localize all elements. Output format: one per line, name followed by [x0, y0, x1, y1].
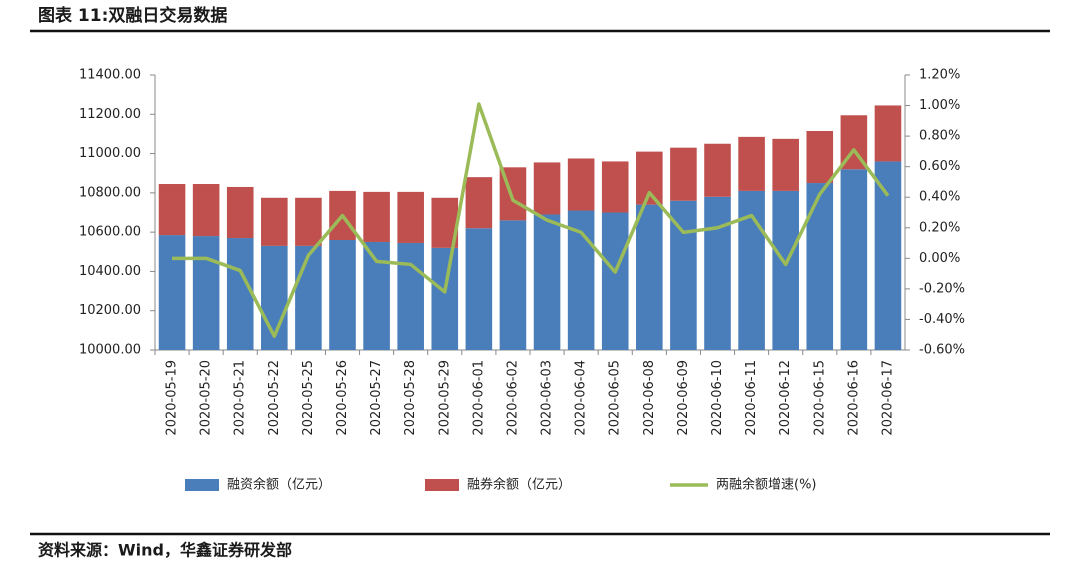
x-tick-label: 2020-06-09: [676, 360, 691, 436]
bar-segment: [670, 200, 697, 350]
y2-tick-label: 0.20%: [919, 220, 960, 235]
bar-segment: [431, 247, 459, 350]
x-tick-label: 2020-06-11: [744, 360, 759, 436]
x-tick-label: 2020-05-19: [165, 360, 180, 436]
bar-segment: [670, 147, 697, 201]
bar-segment: [874, 161, 902, 350]
y2-tick-label: 0.80%: [919, 129, 960, 144]
y-tick-label: 11000.00: [79, 146, 141, 161]
x-tick-label: 2020-06-04: [574, 360, 589, 436]
legend-swatch: [425, 479, 459, 491]
x-tick-label: 2020-06-15: [812, 360, 827, 436]
legend-label: 两融余额增速(%): [716, 477, 817, 493]
bar-segment: [704, 196, 731, 350]
x-tick-label: 2020-05-28: [403, 360, 418, 436]
y2-tick-label: 1.20%: [919, 68, 960, 83]
bar-segment: [533, 214, 561, 350]
bar-segment: [295, 197, 322, 246]
bar-segment: [601, 161, 629, 213]
y2-tick-label: -0.40%: [919, 312, 965, 327]
y2-tick-label: 0.00%: [919, 251, 960, 266]
bar-segment: [329, 240, 356, 350]
y-tick-label: 11200.00: [79, 107, 141, 122]
y2-tick-label: 0.40%: [919, 190, 960, 205]
bar-segment: [806, 183, 834, 350]
bar-segment: [363, 191, 390, 242]
x-tick-label: 2020-06-05: [608, 360, 623, 436]
bar-segment: [840, 169, 868, 350]
x-tick-label: 2020-05-27: [369, 360, 384, 436]
y-tick-label: 10400.00: [79, 264, 141, 279]
bar-segment: [226, 238, 254, 350]
x-tick-label: 2020-05-20: [199, 360, 214, 436]
bar-segment: [397, 191, 424, 243]
bar-segment: [158, 235, 186, 350]
x-tick-label: 2020-06-03: [540, 360, 555, 436]
chart-title: 图表 11:双融日交易数据: [38, 5, 227, 26]
bar-segment: [636, 204, 663, 350]
source: 资料来源：Wind，华鑫证券研发部: [38, 541, 292, 560]
x-tick-label: 2020-06-02: [505, 360, 520, 436]
bar-segment: [192, 184, 220, 237]
bar-segment: [806, 130, 834, 184]
line-series: [172, 102, 890, 338]
y2-tick-label: -0.20%: [919, 281, 965, 296]
bar-segment: [704, 143, 731, 197]
bar-segment: [533, 162, 561, 215]
bar-segment: [295, 245, 322, 350]
bar-segment: [465, 177, 493, 229]
x-tick-label: 2020-06-12: [778, 360, 793, 436]
legend-label: 融资余额（亿元）: [227, 477, 331, 493]
bar-segment: [465, 228, 493, 350]
bar-segment: [499, 220, 527, 350]
bar-segment: [397, 242, 424, 350]
x-tick-label: 2020-06-16: [846, 360, 861, 436]
x-tick-label: 2020-06-08: [642, 360, 657, 436]
legend-label: 融券余额（亿元）: [467, 477, 571, 493]
legend-swatch: [185, 479, 219, 491]
y-tick-label: 11400.00: [79, 68, 141, 83]
bar-segment: [874, 105, 902, 162]
bar-segment: [567, 158, 595, 211]
x-tick-label: 2020-05-21: [233, 360, 248, 436]
x-tick-label: 2020-06-10: [710, 360, 725, 436]
x-tick-label: 2020-06-17: [880, 360, 895, 436]
y-tick-label: 10200.00: [79, 303, 141, 318]
bar-segment: [363, 241, 390, 350]
bar-segment: [772, 190, 799, 350]
x-tick-label: 2020-05-22: [267, 360, 282, 436]
bar-segment: [192, 236, 220, 350]
x-tick-label: 2020-06-01: [471, 360, 486, 436]
y-tick-label: 10800.00: [79, 185, 141, 200]
y-tick-label: 10000.00: [79, 343, 141, 358]
bar-segment: [226, 186, 254, 239]
y-tick-label: 10600.00: [79, 225, 141, 240]
bar-segment: [158, 184, 186, 236]
y2-tick-label: -0.60%: [919, 343, 965, 358]
bar-segment: [772, 138, 799, 191]
y2-tick-label: 0.60%: [919, 159, 960, 174]
x-tick-label: 2020-05-26: [335, 360, 350, 436]
bar-segment: [738, 136, 765, 191]
bar-segment: [601, 212, 629, 350]
x-tick-label: 2020-05-25: [301, 360, 316, 436]
y2-tick-label: 1.00%: [919, 98, 960, 113]
bar-segment: [261, 197, 288, 246]
x-tick-label: 2020-05-29: [437, 360, 452, 436]
